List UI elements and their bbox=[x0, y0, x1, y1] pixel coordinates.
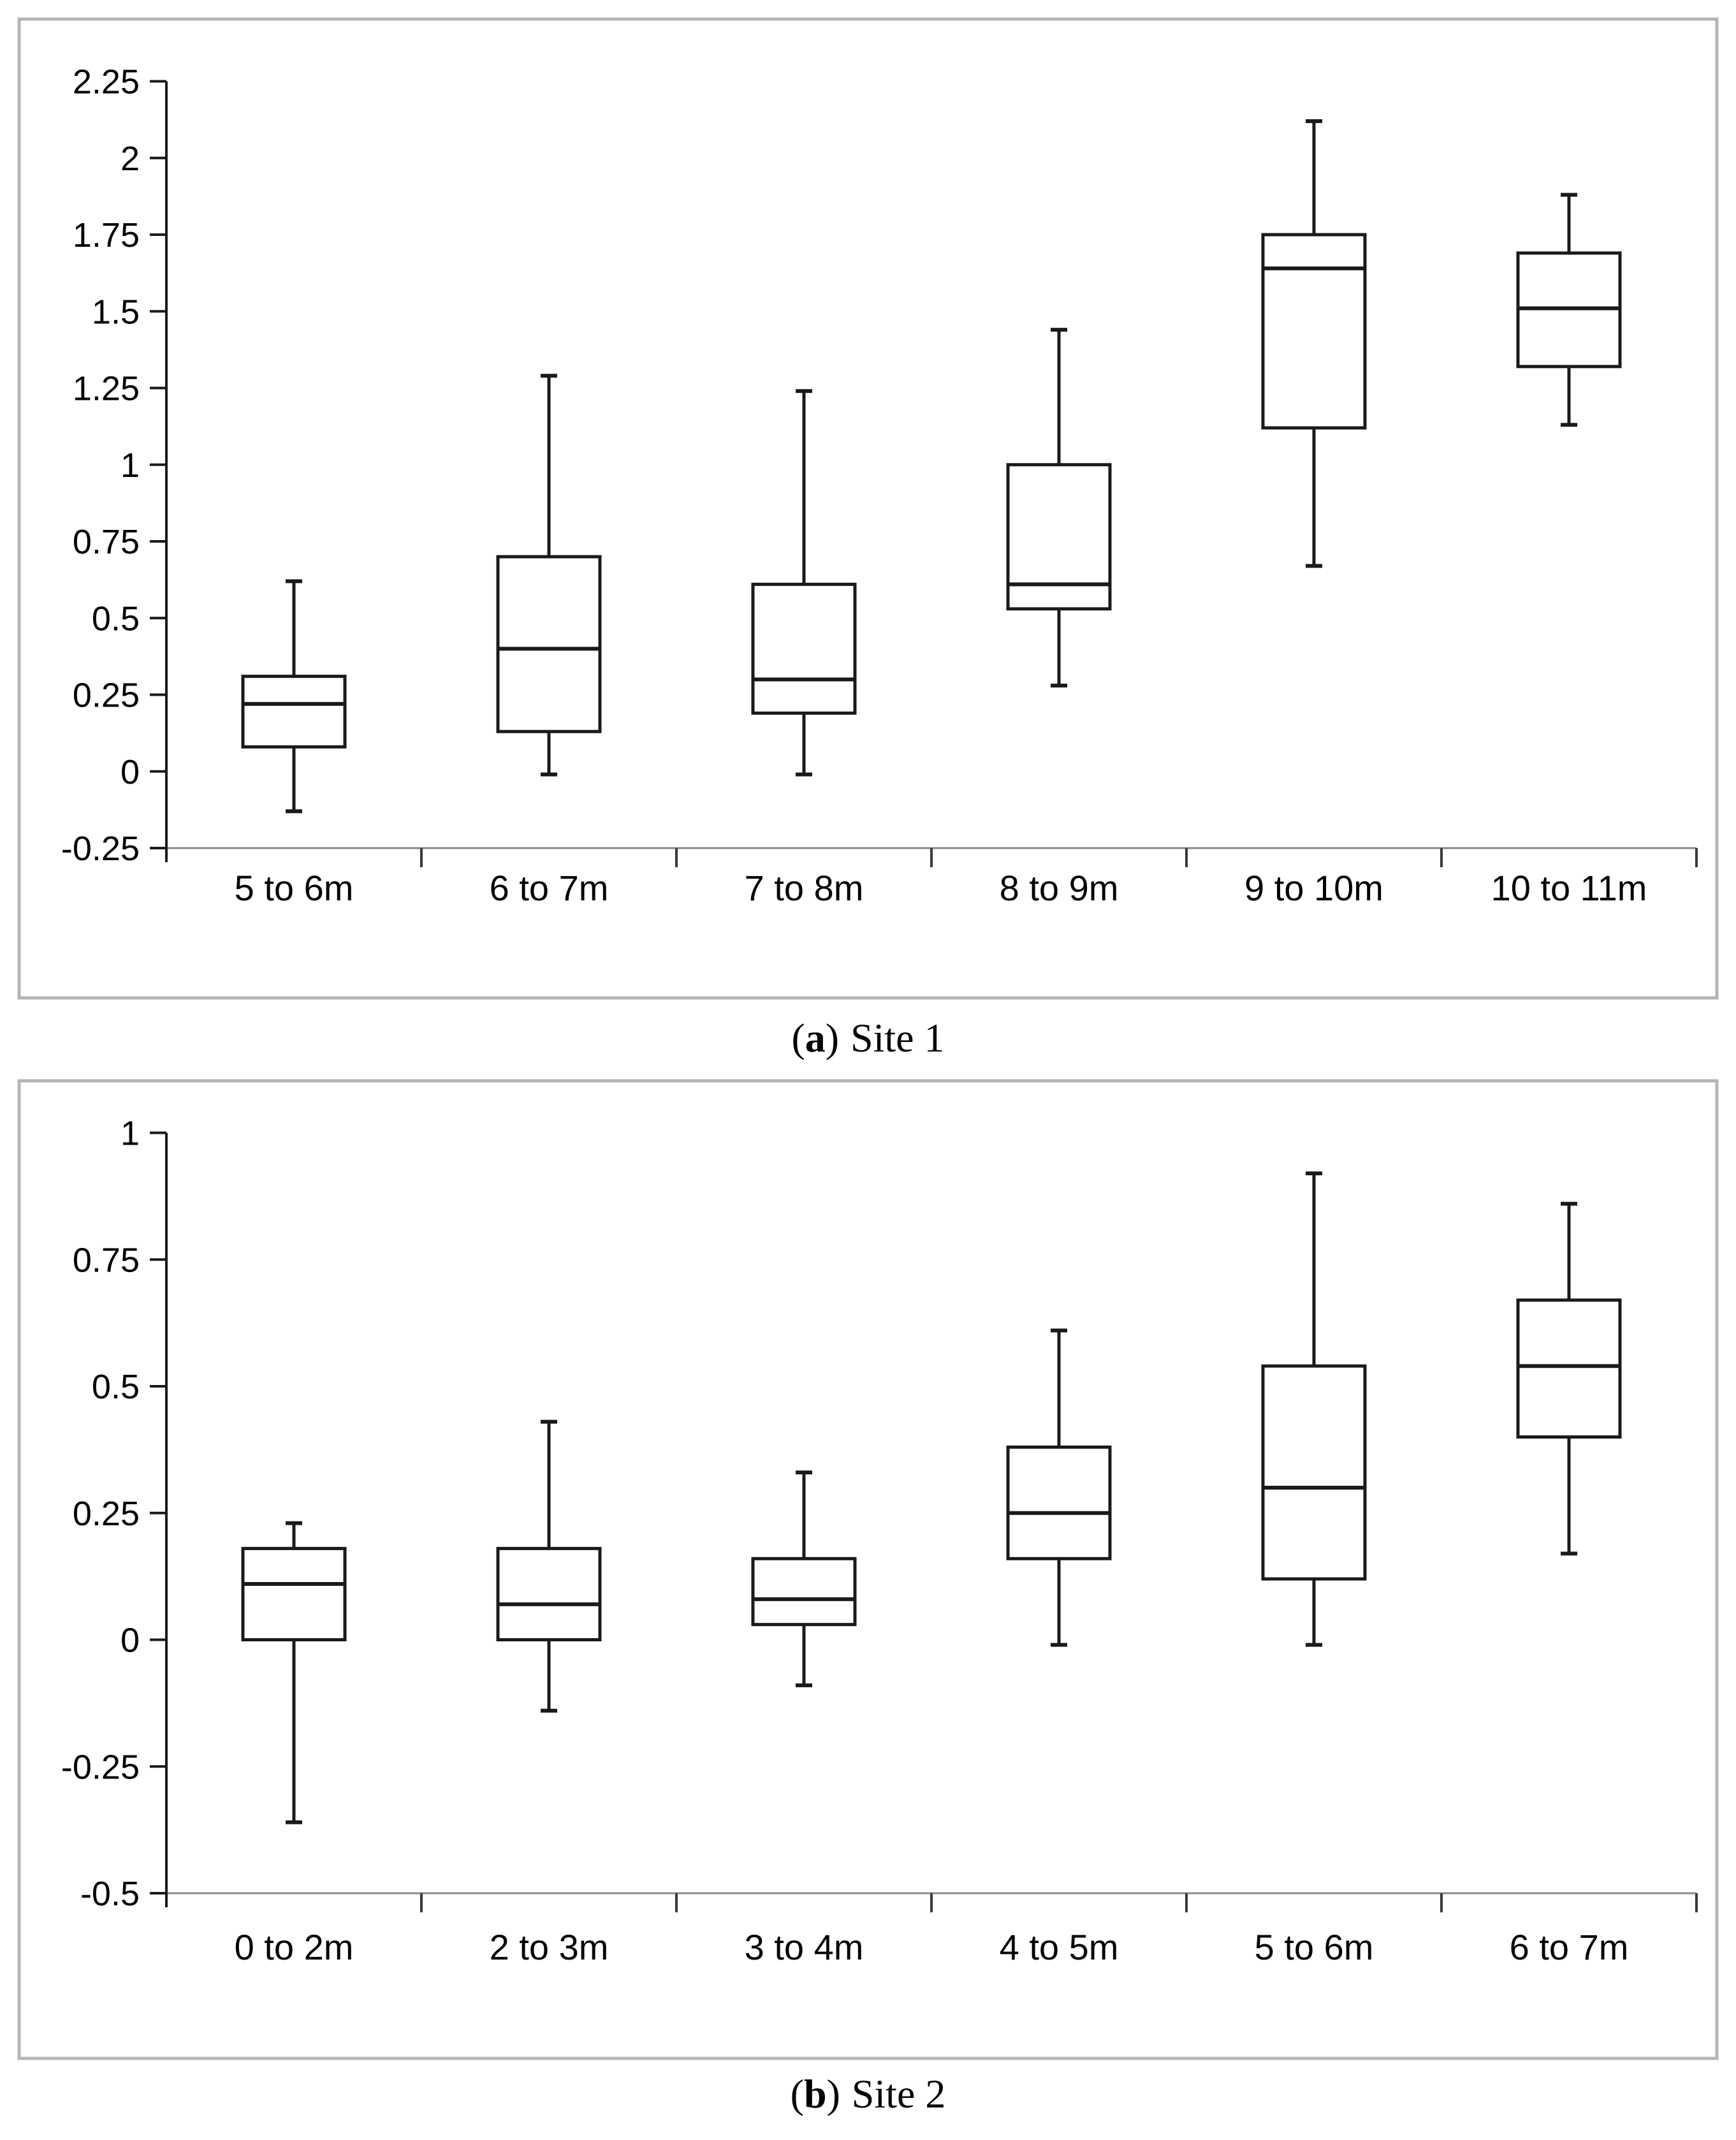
caption-b-close-paren: ) bbox=[826, 2071, 840, 2116]
site2-6-to-7m-boxplot bbox=[1516, 1201, 1622, 1556]
site2-0-to-2m-boxplot bbox=[241, 1521, 347, 1824]
site1-y-tick-label-1: 1 bbox=[120, 446, 140, 485]
caption-site2: (b) Site 2 bbox=[0, 2074, 1736, 2114]
site2-y-tick-label-0: 0 bbox=[120, 1622, 140, 1660]
site1-9-to-10m-boxplot bbox=[1261, 119, 1367, 568]
site2-category-label-4-to-5m: 4 to 5m bbox=[1000, 1927, 1119, 1967]
caption-a-title: Site 1 bbox=[850, 1015, 945, 1060]
site2-y-tick-label--0.5: -0.5 bbox=[80, 1875, 140, 1913]
site1-8-to-9m-boxplot bbox=[1006, 328, 1112, 688]
site2-category-label-3-to-4m: 3 to 4m bbox=[745, 1927, 864, 1967]
site1-9-to-10m-iqr-box bbox=[1261, 233, 1367, 430]
site2-y-tick-label--0.25: -0.25 bbox=[61, 1748, 140, 1786]
site1-category-label-5-to-6m: 5 to 6m bbox=[235, 868, 354, 908]
site1-7-to-8m-iqr-box bbox=[751, 582, 857, 715]
site1-category-label-6-to-7m: 6 to 7m bbox=[490, 868, 609, 908]
site2-category-label-6-to-7m: 6 to 7m bbox=[1510, 1927, 1629, 1967]
site2-3-to-4m-iqr-box bbox=[751, 1557, 857, 1627]
site1-8-to-9m-iqr-box bbox=[1006, 463, 1112, 611]
site2-6-to-7m-iqr-box bbox=[1516, 1298, 1622, 1439]
site2-y-tick-label-1: 1 bbox=[120, 1115, 140, 1153]
site2-5-to-6m-iqr-box bbox=[1261, 1364, 1367, 1581]
site2-y-tick-label-0.5: 0.5 bbox=[92, 1368, 140, 1406]
site2-y-tick-label-0.25: 0.25 bbox=[73, 1495, 140, 1533]
site2-category-label-2-to-3m: 2 to 3m bbox=[490, 1927, 609, 1967]
site1-5-to-6m-iqr-box bbox=[241, 675, 347, 749]
site1-5-to-6m-boxplot bbox=[241, 579, 347, 814]
site2-y-tick-label-0.75: 0.75 bbox=[73, 1241, 140, 1279]
site1-y-tick-label-1.5: 1.5 bbox=[92, 293, 140, 331]
site1-category-label-7-to-8m: 7 to 8m bbox=[745, 868, 864, 908]
caption-a-letter: a bbox=[805, 1015, 826, 1060]
site1-category-label-10-to-11m: 10 to 11m bbox=[1491, 868, 1647, 908]
site2-5-to-6m-boxplot bbox=[1261, 1171, 1367, 1647]
site2-2-to-3m-boxplot bbox=[496, 1419, 602, 1713]
site2-2-to-3m-iqr-box bbox=[496, 1546, 602, 1641]
site1-y-tick-label--0.25: -0.25 bbox=[61, 830, 140, 868]
site1-6-to-7m-boxplot bbox=[496, 374, 602, 777]
site1-6-to-7m-iqr-box bbox=[496, 555, 602, 733]
site1-category-label-9-to-10m: 9 to 10m bbox=[1244, 868, 1383, 908]
site1-y-tick-label-0.5: 0.5 bbox=[92, 599, 140, 638]
site2-4-to-5m-iqr-box bbox=[1006, 1445, 1112, 1560]
site1-y-tick-label-2: 2 bbox=[120, 140, 140, 178]
caption-site1: (a) Site 1 bbox=[0, 1018, 1736, 1059]
site2-category-label-5-to-6m: 5 to 6m bbox=[1255, 1927, 1374, 1967]
caption-b-title: Site 2 bbox=[851, 2071, 946, 2116]
site2-3-to-4m-boxplot bbox=[751, 1470, 857, 1688]
site2-category-label-0-to-2m: 0 to 2m bbox=[235, 1927, 354, 1967]
site1-y-tick-label-1.25: 1.25 bbox=[73, 370, 140, 408]
site1-y-tick-label-0.25: 0.25 bbox=[73, 677, 140, 715]
site2-4-to-5m-boxplot bbox=[1006, 1328, 1112, 1647]
site1-y-tick-label-1.75: 1.75 bbox=[73, 216, 140, 254]
site1-y-tick-label-2.25: 2.25 bbox=[73, 63, 140, 101]
caption-b-open-paren: ( bbox=[790, 2071, 804, 2116]
caption-b-letter: b bbox=[803, 2071, 827, 2116]
site2-0-to-2m-iqr-box bbox=[241, 1546, 347, 1641]
site1-10-to-11m-boxplot bbox=[1516, 193, 1622, 427]
site1-y-tick-label-0: 0 bbox=[120, 753, 140, 791]
caption-a-open-paren: ( bbox=[791, 1015, 805, 1060]
site1-y-tick-label-0.75: 0.75 bbox=[73, 523, 140, 561]
caption-a-close-paren: ) bbox=[825, 1015, 840, 1060]
site1-category-label-8-to-9m: 8 to 9m bbox=[1000, 868, 1119, 908]
site1-panel-frame bbox=[17, 17, 1719, 1000]
site1-7-to-8m-boxplot bbox=[751, 389, 857, 777]
